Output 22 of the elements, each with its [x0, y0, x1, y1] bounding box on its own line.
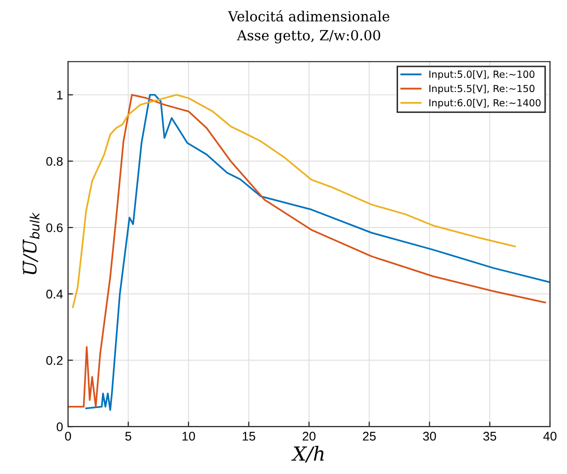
legend-label: Input:5.0[V], Re:∼100	[429, 70, 534, 80]
legend-label: Input:5.5[V], Re:∼150	[429, 84, 534, 94]
x-tick-label: 5	[125, 432, 132, 441]
x-tick-label: 40	[543, 432, 556, 441]
y-tick-label: 0.6	[46, 223, 63, 232]
x-tick-label: 25	[362, 432, 376, 441]
x-tick-label: 30	[423, 432, 436, 441]
x-tick-label: 10	[182, 432, 195, 441]
y-tick-label: 0	[56, 422, 63, 432]
y-tick-label: 0.2	[46, 356, 63, 365]
y-tick-label: 0.8	[46, 156, 63, 166]
x-tick-label: 15	[242, 432, 256, 441]
legend-label: Input:6.0[V], Re:∼1400	[429, 98, 541, 108]
y-axis-title: U̅/U̅$_{bulk}$	[22, 212, 40, 274]
x-tick-label: 0	[65, 432, 72, 441]
y-tick-label: 1	[57, 90, 63, 100]
y-tick-label: 0.4	[46, 290, 63, 299]
chart-title: Velocitá adimensionale	[228, 10, 390, 22]
x-tick-label: 35	[483, 432, 496, 441]
x-tick-label: 20	[302, 432, 316, 441]
x-axis-title: X/h	[291, 446, 324, 462]
chart-subtitle: Asse getto, Z/w:0.00	[236, 30, 380, 44]
